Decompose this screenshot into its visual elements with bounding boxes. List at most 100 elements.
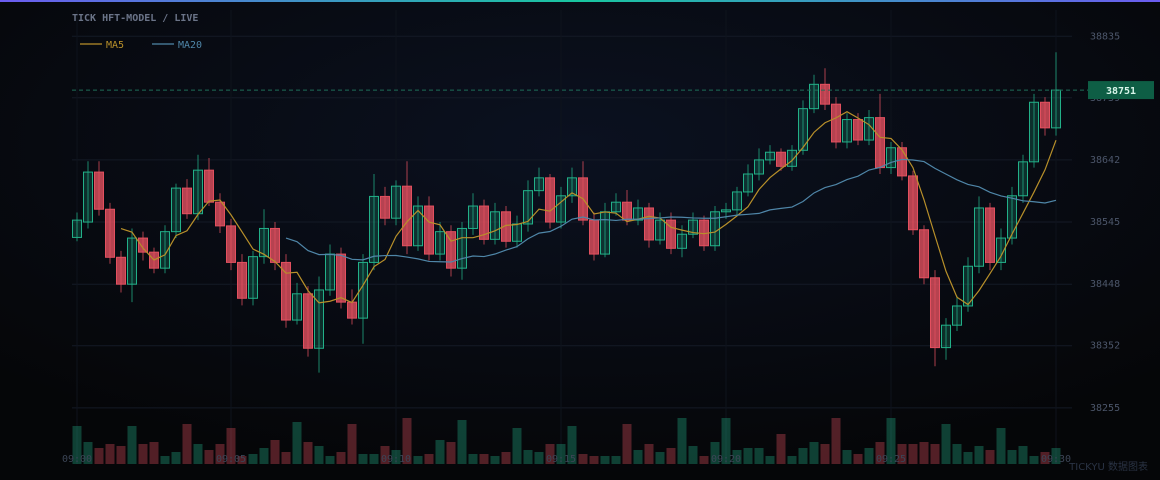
volume-bar bbox=[413, 456, 423, 464]
volume-bar bbox=[644, 444, 654, 464]
volume-bar bbox=[83, 442, 93, 464]
candle-body bbox=[259, 227, 269, 258]
candle-body bbox=[501, 211, 511, 242]
volume-bar bbox=[171, 452, 181, 464]
volume-bar bbox=[864, 448, 874, 464]
volume-bar bbox=[842, 450, 852, 464]
volume-bar bbox=[787, 456, 797, 464]
candle-body bbox=[369, 195, 379, 263]
candle-body bbox=[358, 261, 368, 319]
candle-body bbox=[1051, 89, 1061, 129]
volume-bar bbox=[765, 456, 775, 464]
volume-bar bbox=[974, 446, 984, 464]
volume-bar bbox=[1029, 456, 1039, 464]
candle-body bbox=[721, 209, 731, 213]
candle-body bbox=[886, 147, 896, 169]
candle-body bbox=[479, 205, 489, 240]
candle-body bbox=[446, 231, 456, 269]
candle-body bbox=[1029, 101, 1039, 163]
volume-bar bbox=[446, 442, 456, 464]
candle-body bbox=[226, 225, 236, 263]
candle-body bbox=[919, 229, 929, 279]
candle-body bbox=[237, 261, 247, 299]
volume-bar bbox=[831, 418, 841, 464]
candle-body bbox=[809, 83, 819, 110]
candle-body bbox=[171, 187, 181, 233]
candle-body bbox=[666, 219, 676, 249]
volume-bar bbox=[160, 456, 170, 464]
volume-bar bbox=[116, 446, 126, 464]
candle-body bbox=[94, 171, 104, 210]
volume-bar bbox=[347, 424, 357, 464]
candle-body bbox=[985, 207, 995, 263]
volume-bar bbox=[941, 424, 951, 464]
candle-body bbox=[424, 205, 434, 255]
candle-body bbox=[138, 237, 148, 253]
candle-body bbox=[193, 169, 203, 215]
candle-body bbox=[952, 305, 962, 326]
candle-body bbox=[688, 219, 698, 235]
candle-body bbox=[633, 207, 643, 221]
x-tick-label: 09:05 bbox=[216, 454, 246, 465]
volume-bar bbox=[149, 442, 159, 464]
candle-body bbox=[380, 195, 390, 219]
volume-bar bbox=[589, 456, 599, 464]
candle-body bbox=[336, 253, 346, 303]
candle-body bbox=[490, 211, 500, 240]
volume-bar bbox=[963, 452, 973, 464]
volume-bar bbox=[886, 418, 896, 464]
volume-bar bbox=[325, 456, 335, 464]
volume-bar bbox=[94, 448, 104, 464]
volume-bar bbox=[138, 444, 148, 464]
candle-body bbox=[534, 177, 544, 192]
candle-body bbox=[523, 190, 533, 225]
volume-bar bbox=[622, 424, 632, 464]
volume-bar bbox=[633, 450, 643, 464]
volume-bar bbox=[666, 448, 676, 464]
candle-body bbox=[160, 231, 170, 269]
candle-body bbox=[875, 117, 885, 169]
volume-bar bbox=[721, 418, 731, 464]
volume-bar bbox=[468, 454, 478, 464]
legend-label: MA20 bbox=[178, 40, 202, 51]
volume-bar bbox=[732, 450, 742, 464]
candle-body bbox=[347, 301, 357, 319]
volume-bar bbox=[457, 420, 467, 464]
volume-bar bbox=[556, 444, 566, 464]
candle-body bbox=[116, 256, 126, 285]
x-tick-label: 09:00 bbox=[62, 454, 92, 465]
candle-body bbox=[435, 231, 445, 255]
volume-bar bbox=[952, 444, 962, 464]
candle-body bbox=[105, 208, 115, 258]
volume-bar bbox=[611, 456, 621, 464]
volume-bar bbox=[985, 450, 995, 464]
candle-body bbox=[765, 151, 775, 161]
candle-body bbox=[303, 293, 313, 349]
candle-body bbox=[589, 219, 599, 255]
last-price-label: 38751 bbox=[1106, 86, 1136, 97]
last-price-box bbox=[1088, 81, 1154, 100]
candle-body bbox=[787, 149, 797, 167]
volume-bar bbox=[72, 426, 82, 464]
candle-body bbox=[644, 207, 654, 241]
y-tick-label: 38642 bbox=[1090, 155, 1120, 166]
volume-bar bbox=[391, 450, 401, 464]
legend-label: MA5 bbox=[106, 40, 124, 51]
candle-body bbox=[622, 201, 632, 221]
volume-bar bbox=[369, 454, 379, 464]
volume-bar bbox=[281, 452, 291, 464]
candle-body bbox=[974, 207, 984, 267]
volume-bar bbox=[600, 456, 610, 464]
candle-body bbox=[248, 256, 258, 299]
candle-body bbox=[732, 191, 742, 211]
volume-bar bbox=[127, 426, 137, 464]
volume-bar bbox=[105, 444, 115, 464]
candle-body bbox=[897, 147, 907, 177]
volume-bar bbox=[358, 454, 368, 464]
volume-bar bbox=[1007, 450, 1017, 464]
candle-body bbox=[292, 293, 302, 321]
candle-body bbox=[996, 237, 1006, 263]
volume-bar bbox=[1040, 452, 1050, 464]
